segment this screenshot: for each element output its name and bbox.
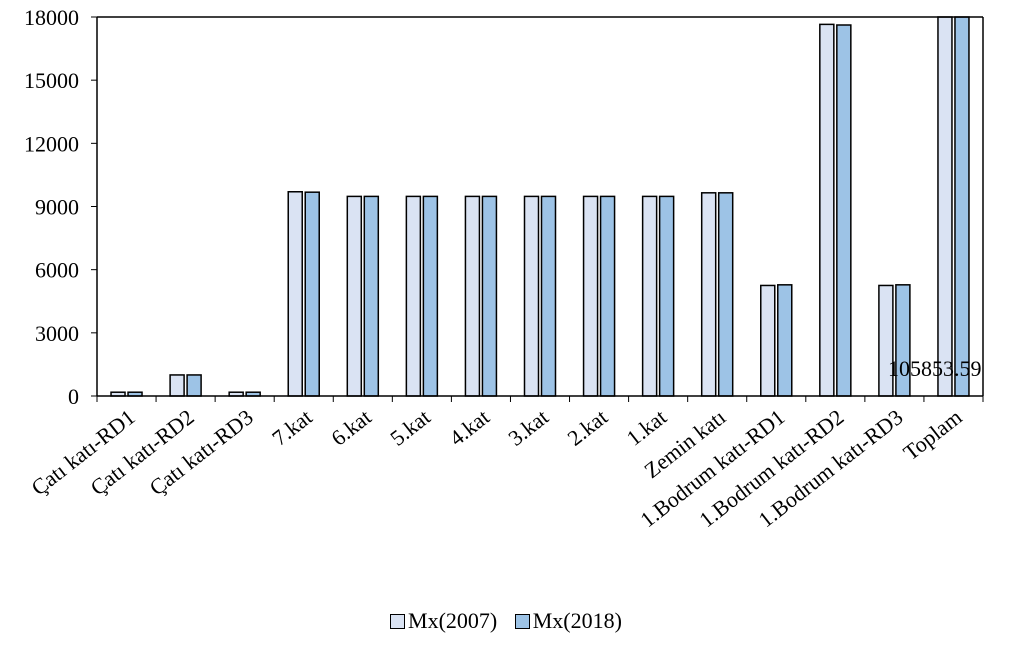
y-tick-label: 15000 [24,68,79,93]
bar-mx2007 [937,16,953,397]
y-tick-label: 0 [68,384,79,409]
bar-mx2018 [540,195,557,397]
bar-mx2007 [819,23,835,397]
y-axis: 0 3000 6000 9000 12000 15000 18000 [24,5,97,409]
bar-mx2018 [481,195,498,397]
legend-swatch-mx2018 [514,613,530,629]
bar-mx2018 [777,284,793,397]
legend: Mx(2007) Mx(2018) [0,608,1012,635]
x-tick-label: Toplam [898,404,966,465]
bar-mx2018 [422,195,439,397]
bar-mx2018 [186,374,202,397]
bar-mx2007 [700,192,717,397]
x-tick-label: 7.kat [267,404,317,450]
bar-mx2007 [641,195,658,397]
bar-mx2018 [658,195,675,397]
y-tick-label: 3000 [35,321,79,346]
bar-mx2018 [717,192,734,397]
legend-item-mx2007: Mx(2007) [390,608,497,634]
bar-mx2018 [836,24,852,397]
bar-mx2007 [405,195,422,397]
x-tick-label: 3.kat [503,404,553,450]
bar-mx2007 [582,195,599,397]
data-label-toplam: 105853.59 [888,356,982,381]
bars [96,16,984,397]
bar-mx2007 [287,191,303,397]
legend-label-mx2018: Mx(2018) [532,608,622,633]
y-tick-label: 6000 [35,258,79,283]
bar-mx2007 [346,195,363,397]
x-tick-label: 6.kat [326,404,376,450]
legend-label-mx2007: Mx(2007) [408,608,498,633]
bar-mx2007 [169,374,185,397]
x-tick-label: 2.kat [563,404,613,450]
y-tick-label: 18000 [24,5,79,30]
x-tick-label: 5.kat [385,404,435,450]
bar-mx2007 [523,195,540,397]
y-tick-label: 12000 [24,131,79,156]
bar-mx2018 [304,191,320,397]
bar-mx2007 [760,284,776,397]
legend-swatch-mx2007 [390,613,406,629]
bar-mx2007 [464,195,481,397]
x-tick-label: 4.kat [444,404,494,450]
bar-mx2018 [954,16,970,397]
bar-mx2018 [599,195,616,397]
y-tick-label: 9000 [35,195,79,220]
bar-mx2018 [363,195,380,397]
legend-item-mx2018: Mx(2018) [514,608,622,634]
